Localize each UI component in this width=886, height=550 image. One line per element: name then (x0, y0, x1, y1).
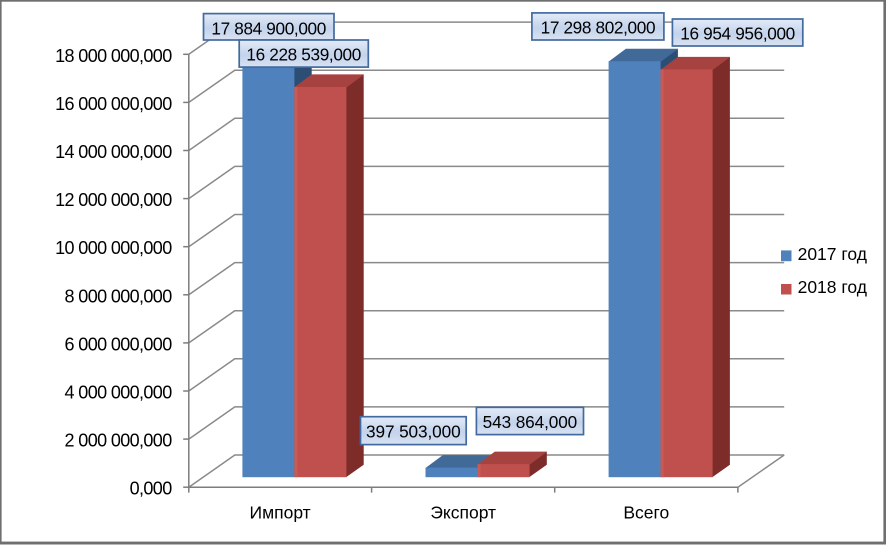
svg-text:16 954 956,000: 16 954 956,000 (680, 24, 795, 44)
svg-text:Экспорт: Экспорт (430, 503, 496, 523)
svg-text:17 298 802,000: 17 298 802,000 (541, 18, 656, 38)
svg-text:Всего: Всего (623, 503, 669, 523)
svg-text:12 000 000,000: 12 000 000,000 (55, 190, 172, 210)
svg-text:8 000 000,000: 8 000 000,000 (65, 286, 173, 306)
svg-text:18 000 000,000: 18 000 000,000 (55, 46, 172, 66)
svg-text:6 000 000,000: 6 000 000,000 (65, 334, 173, 354)
svg-text:10 000 000,000: 10 000 000,000 (55, 238, 172, 258)
svg-text:2018 год: 2018 год (798, 277, 867, 297)
svg-text:2 000 000,000: 2 000 000,000 (65, 431, 173, 451)
svg-text:14 000 000,000: 14 000 000,000 (55, 142, 172, 162)
svg-text:397 503,000: 397 503,000 (366, 421, 460, 441)
svg-text:Импорт: Импорт (250, 503, 311, 523)
svg-text:2017 год: 2017 год (798, 244, 867, 264)
svg-text:16 228 539,000: 16 228 539,000 (246, 45, 361, 65)
svg-text:17 884 900,000: 17 884 900,000 (211, 18, 326, 38)
svg-text:16 000 000,000: 16 000 000,000 (55, 94, 172, 114)
svg-text:543 864,000: 543 864,000 (483, 412, 577, 432)
svg-text:4 000 000,000: 4 000 000,000 (65, 383, 173, 403)
svg-text:0,000: 0,000 (130, 479, 173, 499)
